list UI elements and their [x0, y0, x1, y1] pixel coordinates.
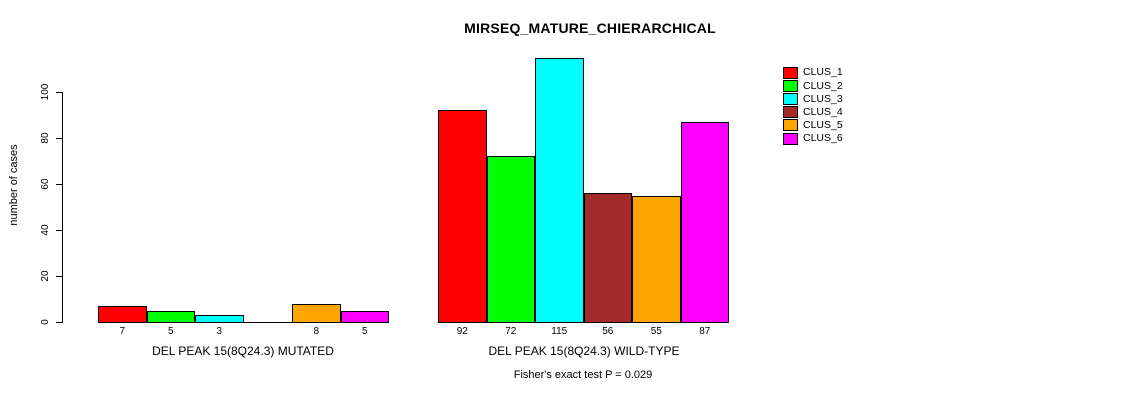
bar-value-label: 5	[361, 326, 368, 337]
legend-swatch-icon	[783, 92, 798, 105]
bar-value-label: 56	[602, 326, 614, 337]
y-axis-line	[62, 92, 63, 323]
bar-value-label: 5	[167, 326, 174, 337]
x-group-label-mutated: DEL PEAK 15(8Q24.3) MUTATED	[152, 344, 334, 358]
y-axis-tick	[56, 230, 62, 231]
bar-clus_5-group0	[292, 303, 341, 323]
legend-swatch-icon	[783, 79, 798, 92]
y-axis-tick-label: 100	[40, 83, 51, 101]
bar-clus_1-group1	[438, 110, 487, 323]
y-axis-tick	[56, 322, 62, 323]
legend: CLUS_1 CLUS_2 CLUS_3 CLUS_4 CLUS_5 CLUS_6	[783, 66, 843, 145]
y-axis-tick	[56, 184, 62, 185]
bar-value-label: 7	[119, 326, 126, 337]
legend-swatch-icon	[783, 119, 798, 132]
y-axis-tick-label: 40	[40, 224, 51, 236]
bar-value-label: 3	[216, 326, 223, 337]
chart-title: MIRSEQ_MATURE_CHIERARCHICAL	[464, 20, 716, 36]
y-axis-tick	[56, 138, 62, 139]
legend-swatch-icon	[783, 132, 798, 145]
legend-item-clus_5: CLUS_5	[783, 119, 843, 132]
legend-swatch-icon	[783, 66, 798, 79]
y-axis-label: number of cases	[8, 144, 20, 226]
bar-clus_5-group1	[632, 195, 681, 323]
bar-clus_6-group0	[340, 310, 389, 323]
bar-value-label: 115	[551, 326, 568, 337]
bar-clus_3-group0	[195, 315, 244, 323]
y-axis-tick-label: 0	[40, 319, 51, 325]
legend-label: CLUS_3	[803, 92, 843, 105]
legend-label: CLUS_6	[803, 132, 843, 145]
bar-clus_4-group1	[583, 193, 632, 323]
bar-clus_2-group1	[486, 156, 535, 323]
legend-label: CLUS_4	[803, 105, 843, 118]
bar-value-label: 8	[313, 326, 320, 337]
bar-clus_2-group0	[146, 310, 195, 323]
legend-label: CLUS_1	[803, 66, 843, 79]
legend-item-clus_3: CLUS_3	[783, 92, 843, 105]
bar-clus_6-group1	[680, 121, 729, 323]
bar-clus_1-group0	[98, 305, 147, 323]
legend-item-clus_6: CLUS_6	[783, 132, 843, 145]
bar-clus_3-group1	[535, 57, 584, 323]
y-axis-tick-label: 20	[40, 270, 51, 282]
x-baseline	[98, 322, 389, 323]
legend-item-clus_2: CLUS_2	[783, 79, 843, 92]
legend-swatch-icon	[783, 106, 798, 119]
fisher-test-subtitle: Fisher's exact test P = 0.029	[513, 369, 653, 381]
bar-value-label: 87	[699, 326, 711, 337]
legend-label: CLUS_2	[803, 79, 843, 92]
legend-item-clus_4: CLUS_4	[783, 106, 843, 119]
y-axis-tick-label: 80	[40, 132, 51, 144]
bar-value-label: 55	[650, 326, 662, 337]
y-axis-tick	[56, 276, 62, 277]
bar-value-label: 72	[505, 326, 517, 337]
y-axis-tick	[56, 92, 62, 93]
legend-label: CLUS_5	[803, 119, 843, 132]
bar-value-label: 92	[456, 326, 468, 337]
y-axis-tick-label: 60	[40, 178, 51, 190]
legend-item-clus_1: CLUS_1	[783, 66, 843, 79]
x-group-label-wild-type: DEL PEAK 15(8Q24.3) WILD-TYPE	[488, 344, 680, 358]
